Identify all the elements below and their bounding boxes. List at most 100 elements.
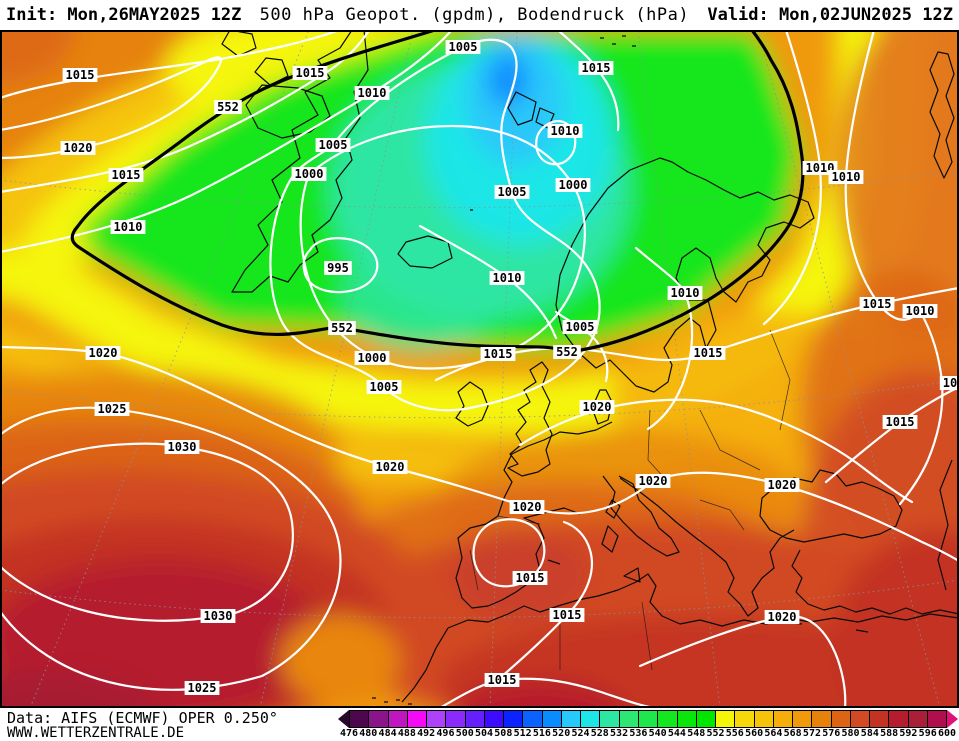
svg-text:1010: 1010 bbox=[551, 124, 580, 138]
colorbar-cell bbox=[773, 711, 794, 727]
colorbar-cell bbox=[677, 711, 697, 727]
colorbar-tick: 584 bbox=[860, 728, 879, 739]
colorbar-tick: 500 bbox=[455, 728, 474, 739]
colorbar-tick: 544 bbox=[667, 728, 686, 739]
colorbar-tick: 508 bbox=[494, 728, 513, 739]
data-source-label: Data: AIFS (ECMWF) OPER 0.250° bbox=[7, 709, 278, 727]
svg-text:1005: 1005 bbox=[449, 40, 478, 54]
colorbar-cell bbox=[716, 711, 736, 727]
coast-greenland bbox=[231, 30, 369, 293]
colorbar-tick: 580 bbox=[841, 728, 860, 739]
coast-morocco-atlantic bbox=[401, 627, 449, 703]
svg-text:1020: 1020 bbox=[89, 346, 118, 360]
pressure-label: 1015 bbox=[108, 168, 144, 182]
pressure-label: 1015 bbox=[549, 608, 585, 622]
svg-text:1015: 1015 bbox=[516, 571, 545, 585]
pressure-label: 1015 bbox=[578, 61, 614, 75]
pressure-label: 1005 bbox=[562, 320, 598, 334]
colorbar-tick: 484 bbox=[378, 728, 397, 739]
colorbar-tick: 528 bbox=[590, 728, 609, 739]
colorbar-tick: 596 bbox=[918, 728, 937, 739]
colorbar-tick: 592 bbox=[899, 728, 918, 739]
footer-bar: Data: AIFS (ECMWF) OPER 0.250° WWW.WETTE… bbox=[0, 708, 959, 741]
pressure-label: 1030 bbox=[200, 609, 236, 623]
valid-time-label: Valid: Mon,02JUN2025 12Z bbox=[707, 5, 953, 25]
colorbar-cells bbox=[349, 710, 947, 728]
pressure-label: 1020 bbox=[85, 346, 121, 360]
svg-text:1005: 1005 bbox=[566, 320, 595, 334]
colorbar-cell bbox=[908, 711, 928, 727]
pressure-label: 1010 bbox=[667, 286, 703, 300]
svg-text:1015: 1015 bbox=[863, 297, 892, 311]
pressure-label: 1020 bbox=[635, 474, 671, 488]
map-title: 500 hPa Geopot. (gpdm), Bodendruck (hPa) bbox=[259, 5, 690, 25]
colorbar-cell bbox=[446, 711, 466, 727]
colorbar-tick: 556 bbox=[725, 728, 744, 739]
pressure-label: 1015 bbox=[292, 66, 328, 80]
coast-black-sea bbox=[759, 469, 903, 543]
svg-text:1010: 1010 bbox=[358, 86, 387, 100]
colorbar-tick: 588 bbox=[880, 728, 899, 739]
svg-text:1005: 1005 bbox=[370, 380, 399, 394]
colorbar-cell bbox=[754, 711, 774, 727]
colorbar-cell bbox=[793, 711, 813, 727]
pressure-label: 1015 bbox=[882, 415, 918, 429]
colorbar-tick: 564 bbox=[764, 728, 783, 739]
svg-text:1015: 1015 bbox=[66, 68, 95, 82]
geopotential-label: 552 bbox=[328, 321, 356, 335]
coast-iceland bbox=[397, 235, 453, 269]
header-bar: Init: Mon,26MAY2025 12Z 500 hPa Geopot. … bbox=[0, 0, 959, 30]
colorbar-cell bbox=[350, 711, 370, 727]
svg-text:1020: 1020 bbox=[513, 500, 542, 514]
pressure-label: 1015 bbox=[484, 673, 520, 687]
colorbar-tick: 540 bbox=[648, 728, 667, 739]
colorbar-tick: 480 bbox=[359, 728, 378, 739]
svg-text:1000: 1000 bbox=[358, 351, 387, 365]
weather-map: 1015 1020 1015 1010 1015 1005 1000 995 1005 1015 1… bbox=[0, 30, 959, 708]
svg-text:552: 552 bbox=[217, 100, 239, 114]
geopotential-colorbar: 476 480 484 488 492 496 500 504 508 512 516 520 524 5… bbox=[338, 710, 958, 740]
geopotential-552-contour bbox=[70, 30, 805, 354]
contour-labels: 1015 1020 1015 1010 1015 1005 1000 995 1005 1015 1… bbox=[60, 40, 959, 695]
colorbar-tick: 524 bbox=[571, 728, 590, 739]
pressure-label: 1020 bbox=[764, 478, 800, 492]
svg-text:1020: 1020 bbox=[583, 400, 612, 414]
coast-small-islands bbox=[470, 35, 636, 349]
colorbar-tick: 496 bbox=[436, 728, 455, 739]
svg-text:1010: 1010 bbox=[493, 271, 522, 285]
colorbar-cell bbox=[484, 711, 505, 727]
pressure-label: 1010 bbox=[547, 124, 583, 138]
svg-text:1010: 1010 bbox=[806, 161, 835, 175]
pressure-label: 995 bbox=[324, 261, 352, 275]
pressure-label: 1010 bbox=[489, 271, 525, 285]
svg-text:995: 995 bbox=[327, 261, 349, 275]
map-frame bbox=[0, 30, 959, 708]
svg-text:1015: 1015 bbox=[553, 608, 582, 622]
pressure-label: 1025 bbox=[184, 681, 220, 695]
svg-text:1020: 1020 bbox=[376, 460, 405, 474]
coast-caspian bbox=[937, 459, 953, 591]
colorbar-cell bbox=[388, 711, 408, 727]
pressure-label: 1010 bbox=[902, 304, 938, 318]
coastlines bbox=[221, 30, 959, 705]
pressure-label: 1005 bbox=[366, 380, 402, 394]
svg-text:1010: 1010 bbox=[114, 220, 143, 234]
pressure-label: 1015 bbox=[512, 571, 548, 585]
colorbar-cell bbox=[696, 711, 717, 727]
pressure-label: 10 bbox=[939, 376, 959, 390]
colorbar-tick: 532 bbox=[610, 728, 629, 739]
colorbar-cell bbox=[504, 711, 524, 727]
svg-text:1030: 1030 bbox=[168, 440, 197, 454]
colorbar-tick-labels: 476 480 484 488 492 496 500 504 508 512 516 520 524 5… bbox=[338, 728, 958, 740]
svg-text:1025: 1025 bbox=[188, 681, 217, 695]
colorbar-tick: 504 bbox=[475, 728, 494, 739]
coast-arctic-island bbox=[245, 84, 331, 139]
colorbar-cell bbox=[465, 711, 485, 727]
colorbar-tick: 600 bbox=[937, 728, 957, 739]
pressure-label: 1015 bbox=[62, 68, 98, 82]
colorbar-tick: 476 bbox=[339, 728, 359, 739]
colorbar-tick: 520 bbox=[552, 728, 571, 739]
svg-text:1015: 1015 bbox=[886, 415, 915, 429]
coast-west-europe-iberia bbox=[455, 421, 613, 609]
